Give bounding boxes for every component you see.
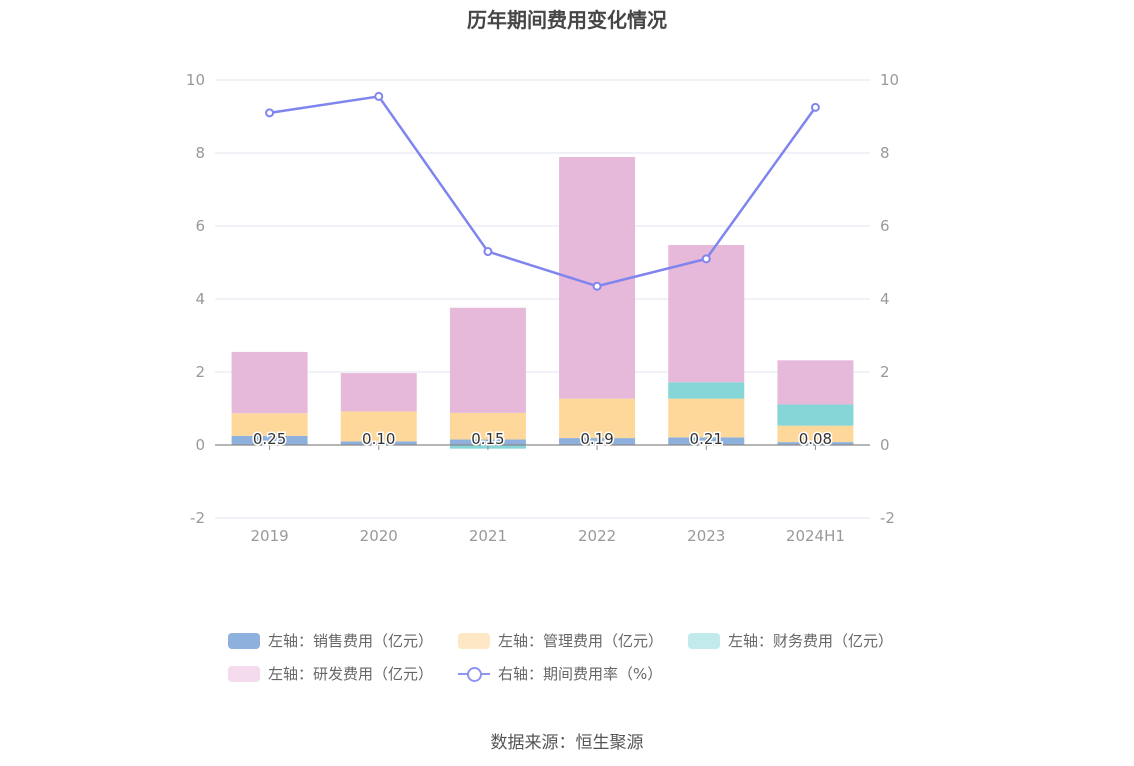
legend-item-rnd[interactable]: 左轴：研发费用（亿元） bbox=[228, 663, 433, 684]
left-axis-tick: -2 bbox=[190, 509, 205, 527]
data-label: 0.10 bbox=[362, 430, 395, 448]
bar-segment bbox=[231, 413, 308, 436]
bar-segment bbox=[559, 438, 636, 445]
legend-swatch-admin bbox=[458, 632, 490, 649]
bar-segment bbox=[340, 441, 417, 445]
legend-swatch-rnd bbox=[228, 665, 260, 682]
bar-segment bbox=[668, 382, 745, 399]
expense-rate-point bbox=[701, 254, 711, 264]
bar-segment bbox=[231, 351, 308, 414]
x-axis-label: 2019 bbox=[250, 527, 288, 545]
bar-segment bbox=[668, 398, 745, 438]
right-axis-tick: 2 bbox=[880, 363, 890, 381]
left-axis-tick: 10 bbox=[186, 71, 205, 89]
bar-segment bbox=[449, 412, 526, 440]
data-label: 0.19 bbox=[580, 430, 613, 448]
bar-segment bbox=[777, 360, 854, 405]
legend-item-expense-rate[interactable]: 右轴：期间费用率（%） bbox=[458, 663, 662, 684]
bar-segment bbox=[777, 425, 854, 443]
legend-label-finance: 左轴：财务费用（亿元） bbox=[728, 632, 894, 650]
left-axis-tick: 8 bbox=[195, 144, 205, 162]
left-axis-tick: 4 bbox=[195, 290, 205, 308]
data-label: 0.21 bbox=[690, 430, 723, 448]
x-axis-label: 2020 bbox=[360, 527, 398, 545]
bar-segment bbox=[559, 398, 636, 439]
x-axis-label: 2022 bbox=[578, 527, 616, 545]
bar-segment bbox=[777, 404, 854, 426]
data-label: 0.08 bbox=[799, 430, 832, 448]
legend-label-rnd: 左轴：研发费用（亿元） bbox=[268, 665, 434, 683]
legend-item-sales[interactable]: 左轴：销售费用（亿元） bbox=[228, 630, 433, 651]
right-axis-tick: 0 bbox=[880, 436, 890, 454]
bar-segment bbox=[668, 437, 745, 445]
bar-segment bbox=[340, 373, 417, 412]
left-axis-tick: 6 bbox=[195, 217, 205, 235]
data-source: 数据来源：恒生聚源 bbox=[490, 733, 644, 753]
expense-rate-line bbox=[269, 95, 817, 288]
data-label: 0.15 bbox=[471, 430, 504, 448]
bar-segment bbox=[231, 435, 308, 445]
legend-swatch-sales bbox=[228, 632, 260, 649]
legend-label-expense-rate: 右轴：期间费用率（%） bbox=[498, 665, 663, 683]
bar-segment bbox=[449, 307, 526, 413]
legend-label-admin: 左轴：管理费用（亿元） bbox=[498, 632, 664, 650]
data-label: 0.25 bbox=[253, 430, 286, 448]
x-axis-label: 2024H1 bbox=[786, 527, 845, 545]
right-axis-tick: 10 bbox=[880, 71, 899, 89]
bar-segment bbox=[449, 439, 526, 445]
right-axis-tick: 4 bbox=[880, 290, 890, 308]
left-axis-tick: 0 bbox=[195, 436, 205, 454]
legend-item-admin[interactable]: 左轴：管理费用（亿元） bbox=[458, 630, 663, 651]
bar-segment bbox=[668, 244, 745, 383]
legend-item-finance[interactable]: 左轴：财务费用（亿元） bbox=[688, 630, 893, 651]
expense-rate-point bbox=[592, 281, 602, 291]
right-axis-tick: 6 bbox=[880, 217, 890, 235]
expense-rate-point bbox=[810, 102, 820, 112]
bar-segment bbox=[777, 442, 854, 445]
expense-rate-point bbox=[483, 247, 493, 257]
x-axis-label: 2023 bbox=[687, 527, 725, 545]
chart-title: 历年期间费用变化情况 bbox=[467, 8, 667, 32]
legend-swatch-finance bbox=[688, 632, 720, 649]
expense-rate-point bbox=[265, 108, 275, 118]
bar-segment bbox=[340, 411, 417, 442]
expense-rate-point bbox=[374, 91, 384, 101]
legend-label-sales: 左轴：销售费用（亿元） bbox=[268, 632, 434, 650]
left-axis-tick: 2 bbox=[195, 363, 205, 381]
right-axis-tick: -2 bbox=[880, 509, 895, 527]
x-axis-label: 2021 bbox=[469, 527, 507, 545]
legend-line-marker-icon bbox=[458, 666, 490, 682]
right-axis-tick: 8 bbox=[880, 144, 890, 162]
